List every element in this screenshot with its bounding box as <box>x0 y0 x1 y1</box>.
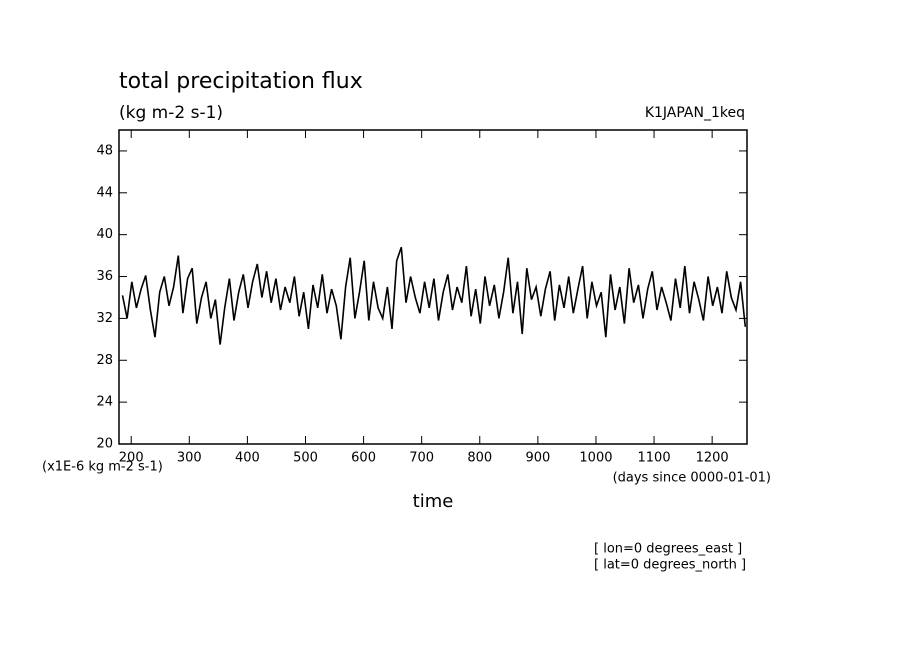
x-tick-label: 500 <box>293 451 318 466</box>
x-tick-label: 800 <box>467 451 492 466</box>
note: [ lon=0 degrees_east ] <box>594 542 742 557</box>
y-tick-label: 44 <box>96 185 113 200</box>
x-tick-label: 600 <box>351 451 376 466</box>
x-tick-label: 400 <box>235 451 260 466</box>
chart-title: total precipitation flux <box>119 69 363 94</box>
y-tick-label: 48 <box>96 143 113 158</box>
x-axis-title: time <box>413 491 454 512</box>
data-line <box>121 246 747 345</box>
x-tick-label: 900 <box>525 451 550 466</box>
y-tick-label: 32 <box>96 311 113 326</box>
y-tick-label: 36 <box>96 269 113 284</box>
note: [ lat=0 degrees_north ] <box>594 558 746 573</box>
y-tick-label: 24 <box>96 395 113 410</box>
x-tick-label: 1200 <box>696 451 729 466</box>
y-tick-label: 40 <box>96 227 113 242</box>
x-tick-label: 300 <box>177 451 202 466</box>
x-tick-label: 200 <box>119 451 144 466</box>
subtitle: (kg m-2 s-1) <box>119 103 223 123</box>
y-tick-label: 20 <box>96 437 113 452</box>
plot-frame <box>118 129 748 445</box>
x-tick-label: 1100 <box>638 451 671 466</box>
x-units: (days since 0000-01-01) <box>613 471 771 486</box>
y-tick-label: 28 <box>96 353 113 368</box>
x-tick-label: 700 <box>409 451 434 466</box>
y-units: (x1E-6 kg m-2 s-1) <box>42 460 163 475</box>
dataset-label: K1JAPAN_1keq <box>645 105 745 121</box>
x-tick-label: 1000 <box>579 451 612 466</box>
